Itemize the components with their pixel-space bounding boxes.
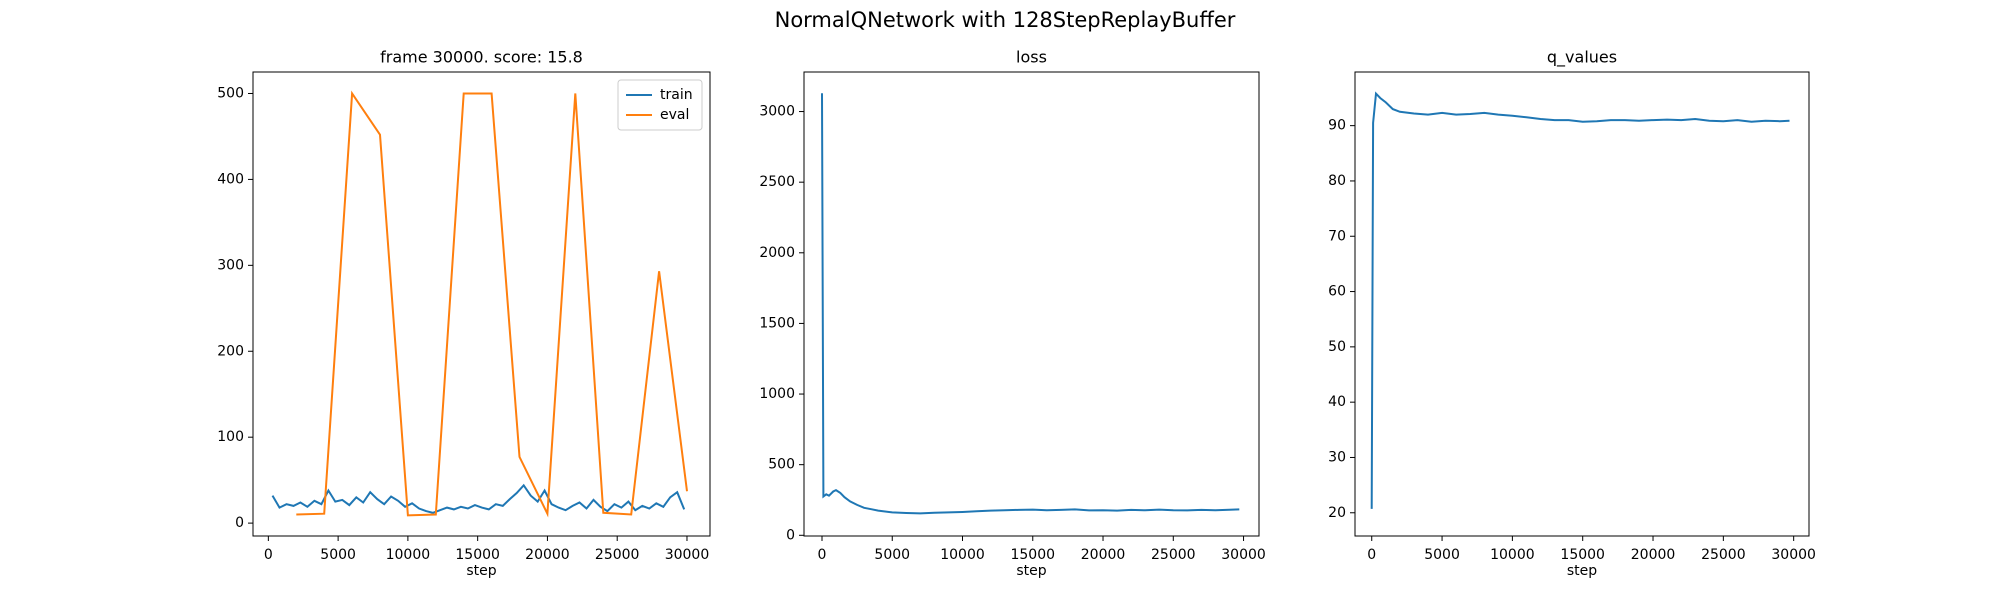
x-tick-label: 20000: [1631, 547, 1676, 563]
y-tick-label: 60: [1328, 284, 1346, 300]
x-tick-label: 15000: [455, 547, 500, 563]
axes-title: q_values: [1547, 48, 1617, 68]
legend-label: train: [660, 87, 693, 103]
x-tick-label: 25000: [595, 547, 640, 563]
axes-frame: [252, 71, 711, 537]
x-tick-label: 5000: [320, 547, 356, 563]
x-axis-label: step: [1567, 563, 1597, 579]
line-series: [271, 483, 686, 514]
y-tick-label: 1500: [759, 315, 795, 331]
x-tick-label: 30000: [1221, 547, 1266, 563]
y-tick-label: 0: [235, 515, 244, 531]
x-tick-label: 20000: [1081, 547, 1126, 563]
x-tick-label: 0: [818, 547, 827, 563]
figure-title: NormalQNetwork with 128StepReplayBuffer: [775, 8, 1236, 32]
x-tick-label: 5000: [874, 547, 910, 563]
axes-frame: [1354, 71, 1810, 537]
y-tick-label: 20: [1328, 505, 1346, 521]
x-tick-label: 25000: [1151, 547, 1196, 563]
y-tick-label: 70: [1328, 228, 1346, 244]
y-tick-label: 40: [1328, 394, 1346, 410]
y-tick-label: 2000: [759, 245, 795, 261]
x-tick-label: 15000: [1560, 547, 1605, 563]
y-tick-label: 0: [786, 527, 795, 543]
y-tick-label: 500: [768, 457, 795, 473]
x-tick-label: 10000: [1490, 547, 1535, 563]
x-tick-label: 25000: [1701, 547, 1746, 563]
y-tick-label: 80: [1328, 173, 1346, 189]
x-axis-label: step: [1016, 563, 1046, 579]
line-series: [821, 93, 1240, 515]
x-tick-label: 10000: [386, 547, 431, 563]
legend-box: [617, 79, 703, 131]
y-tick-label: 100: [217, 429, 244, 445]
legend-label: eval: [660, 107, 689, 123]
x-tick-label: 30000: [1771, 547, 1816, 563]
axes-title: loss: [1016, 48, 1047, 67]
x-axis-label: step: [466, 563, 496, 579]
y-tick-label: 50: [1328, 339, 1346, 355]
line-series: [1370, 91, 1790, 509]
x-tick-label: 30000: [665, 547, 710, 563]
y-tick-label: 1000: [759, 386, 795, 402]
axes-title: frame 30000. score: 15.8: [380, 48, 583, 67]
x-tick-label: 10000: [940, 547, 985, 563]
y-tick-label: 500: [217, 85, 244, 101]
y-tick-label: 200: [217, 343, 244, 359]
x-tick-label: 0: [264, 547, 273, 563]
axes-frame: [803, 71, 1260, 537]
y-tick-label: 300: [217, 257, 244, 273]
y-tick-label: 3000: [759, 104, 795, 120]
x-tick-label: 5000: [1424, 547, 1460, 563]
y-tick-label: 400: [217, 171, 244, 187]
y-tick-label: 2500: [759, 174, 795, 190]
y-tick-label: 30: [1328, 449, 1346, 465]
x-tick-label: 0: [1367, 547, 1376, 563]
line-series: [296, 90, 688, 518]
y-tick-label: 90: [1328, 118, 1346, 134]
x-tick-label: 20000: [525, 547, 570, 563]
x-tick-label: 15000: [1010, 547, 1055, 563]
